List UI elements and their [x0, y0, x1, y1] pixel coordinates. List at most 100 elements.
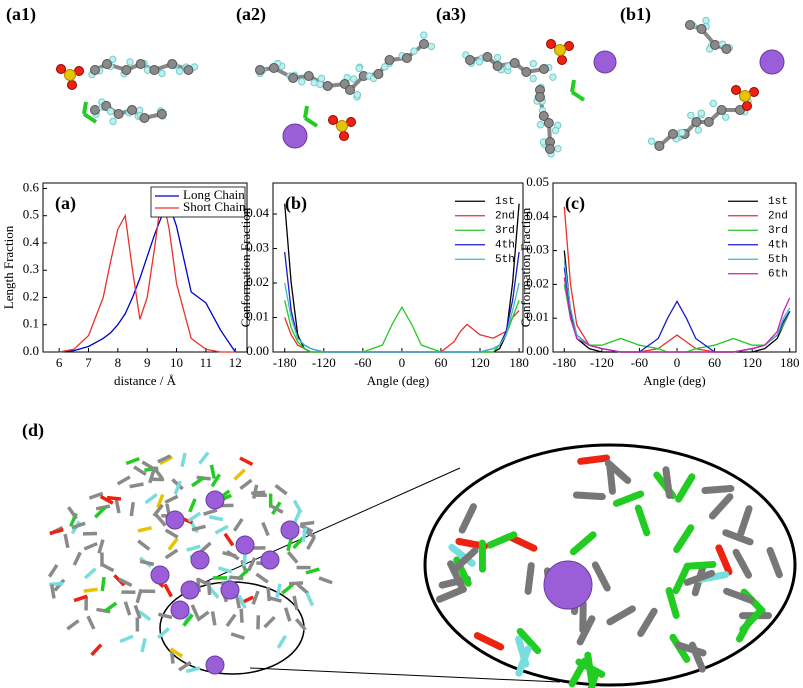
x-tick-label: -180 — [273, 355, 297, 370]
bond — [210, 473, 222, 488]
bond — [587, 668, 600, 688]
x-tick-label: -180 — [552, 355, 576, 370]
atom-c — [716, 105, 727, 115]
y-tick-label: 0.04 — [246, 205, 269, 220]
atom-o — [749, 87, 759, 97]
atom-c — [101, 101, 112, 111]
atom-h — [529, 59, 538, 68]
y-tick-label: 0.03 — [526, 242, 549, 257]
atom-h — [109, 117, 117, 126]
bond — [83, 541, 98, 551]
bond — [305, 567, 320, 575]
atom-c — [268, 63, 279, 73]
bond — [116, 475, 131, 486]
x-tick-label: 120 — [470, 355, 490, 370]
x-tick-label: 180 — [509, 355, 529, 370]
bond — [209, 464, 216, 479]
atom-na — [190, 550, 210, 570]
bond — [230, 632, 246, 640]
bond — [137, 526, 152, 533]
legend-label: 4th — [495, 240, 515, 252]
bond — [67, 506, 78, 520]
atom-na — [759, 49, 785, 75]
atom-o — [346, 117, 356, 127]
x-tick-label: 180 — [780, 355, 800, 370]
bond — [135, 588, 143, 604]
bond — [732, 548, 753, 579]
bond — [139, 559, 155, 566]
atom-s — [64, 69, 76, 81]
bond — [159, 455, 174, 466]
atom-o — [67, 80, 77, 90]
atom-h — [158, 69, 166, 78]
atom-c — [691, 117, 702, 127]
bond — [49, 581, 64, 587]
zoom-view — [47, 443, 797, 688]
bond — [239, 608, 244, 623]
atom-h — [475, 58, 484, 66]
atom-c — [149, 65, 160, 75]
bond — [225, 613, 237, 628]
bond — [524, 562, 535, 595]
bond — [190, 604, 200, 619]
x-tick-label: 6 — [56, 355, 63, 370]
bond — [584, 651, 596, 685]
bond — [283, 607, 292, 622]
bond — [435, 585, 467, 603]
bond — [296, 583, 310, 595]
bond — [49, 584, 56, 599]
bond — [100, 562, 115, 573]
bond — [766, 546, 783, 579]
atom-s — [336, 120, 348, 132]
bond — [292, 499, 303, 514]
bond — [673, 524, 695, 554]
bond — [182, 613, 194, 627]
bond — [515, 645, 532, 677]
y-axis-label: Length Fraction — [1, 225, 16, 309]
bond — [83, 587, 98, 593]
atom-h — [317, 74, 326, 83]
legend-label: 1st — [768, 196, 788, 208]
bond — [662, 466, 673, 499]
atom-h — [536, 121, 545, 129]
atom-na — [180, 580, 200, 600]
atom-na — [282, 123, 308, 149]
x-axis-label: Angle (deg) — [643, 373, 705, 388]
y-tick-label: 0.00 — [526, 343, 549, 358]
bond — [292, 595, 299, 610]
atom-c — [654, 141, 665, 151]
charts: 0.0 0.1 0.2 0.3 0.4 0.5 0.6 6 7 8 9 10 11 12 distance … — [1, 174, 800, 388]
atom-c — [183, 65, 194, 75]
atom-c — [482, 52, 493, 62]
bond — [123, 601, 132, 616]
atom-c — [509, 58, 520, 68]
atom-s — [739, 90, 751, 102]
bond — [300, 520, 315, 527]
bond — [82, 101, 88, 115]
panel-label: (a1) — [6, 4, 36, 25]
bond — [119, 634, 134, 644]
bond — [591, 561, 611, 592]
atom-c — [465, 55, 475, 65]
atom-c — [127, 105, 138, 115]
x-tick-label: 12 — [229, 355, 242, 370]
bond — [303, 116, 319, 128]
bond — [49, 528, 64, 536]
bond — [234, 594, 241, 609]
x-tick-label: -60 — [354, 355, 371, 370]
y-axis-label: Conformation Fraction — [238, 207, 253, 327]
bond — [452, 547, 479, 572]
legend-label: Long Chain — [183, 187, 245, 202]
bond — [225, 549, 240, 561]
bond — [506, 533, 538, 552]
legend-label: Short Chain — [183, 199, 246, 214]
bond — [634, 504, 651, 537]
atom-o — [564, 41, 574, 51]
atom-na — [205, 490, 225, 510]
molecules — [56, 16, 785, 158]
bond — [90, 643, 103, 657]
legend-label: 4th — [768, 240, 788, 252]
atom-o — [742, 101, 752, 111]
x-axis-label: distance / Å — [114, 373, 177, 388]
y-tick-label: 0.6 — [23, 179, 40, 194]
